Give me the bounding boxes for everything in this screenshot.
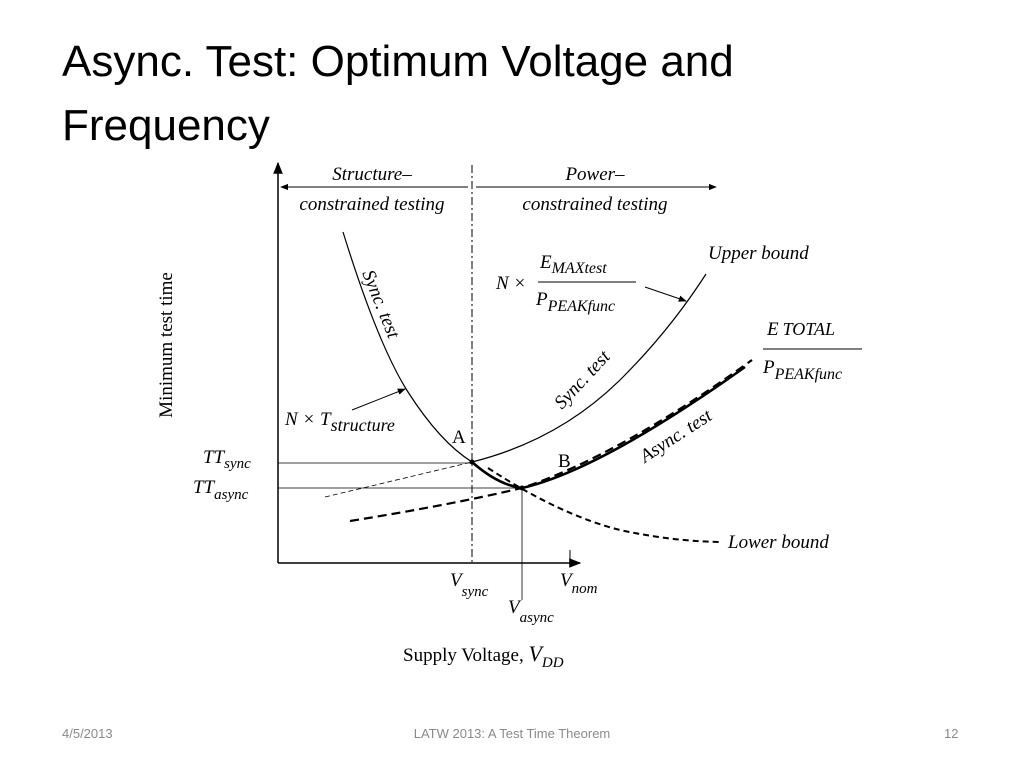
- region-label: constrained testing: [299, 194, 444, 215]
- sync-extension: [324, 461, 473, 498]
- tt-label: TTasync: [193, 477, 249, 503]
- text-part: PEAKfunc: [774, 366, 843, 383]
- formula: E TOTAL: [766, 319, 835, 340]
- formula: PPEAKfunc: [535, 289, 615, 315]
- v-label: Vnom: [560, 570, 598, 597]
- text-part: V: [450, 570, 464, 591]
- formula: PPEAKfunc: [762, 357, 842, 383]
- slide-title: Async. Test: Optimum Voltage and Frequen…: [62, 37, 734, 150]
- point-label: A: [452, 427, 466, 448]
- text-part: sync: [224, 456, 251, 472]
- text-part: P: [535, 289, 548, 310]
- text-part: P: [762, 357, 775, 378]
- sync-curve: [342, 231, 473, 463]
- text-part: V: [560, 570, 574, 591]
- text-part: DD: [541, 655, 564, 671]
- text-part: Supply Voltage,: [403, 645, 528, 666]
- v-label: Vasync: [508, 597, 554, 626]
- pointer-arrow: [644, 286, 687, 302]
- region-label: constrained testing: [522, 194, 667, 215]
- text-part: MAXtest: [551, 260, 608, 277]
- pointer-arrow: [351, 388, 406, 411]
- footer-page: 12: [944, 726, 959, 741]
- lower-bound-curve: [487, 467, 721, 543]
- tt-label: TTsync: [203, 447, 251, 472]
- text-part: PEAKfunc: [547, 298, 616, 315]
- v-label: Vsync: [450, 570, 489, 600]
- curve-label: Sync. test: [550, 346, 615, 413]
- formula: N × Tstructure: [284, 409, 395, 435]
- text-part: N × T: [284, 409, 332, 430]
- point-label: B: [558, 451, 571, 472]
- text-part: TOTAL: [783, 319, 835, 339]
- point-b: [519, 485, 525, 491]
- formula: N ×: [495, 273, 526, 294]
- text-part: TT: [193, 477, 216, 498]
- region-label: Structure–: [332, 164, 412, 185]
- y-axis-label: Minimum test time: [156, 272, 177, 418]
- text-part: nom: [572, 581, 598, 597]
- text-part: E: [539, 252, 552, 273]
- upper-bound-curve: [471, 273, 707, 463]
- text-part: TT: [203, 447, 226, 468]
- text-part: V: [508, 597, 522, 618]
- async-curve: [471, 365, 746, 490]
- region-label: Power–: [564, 164, 625, 185]
- text-part: async: [214, 487, 248, 503]
- footer-date: 4/5/2013: [62, 726, 113, 741]
- footer-center: LATW 2013: A Test Time Theorem: [413, 726, 611, 741]
- curve-label: Upper bound: [708, 243, 809, 264]
- point-a: [469, 459, 475, 465]
- text-part: structure: [331, 415, 395, 435]
- x-axis-label: Supply Voltage, VDD: [403, 641, 564, 671]
- formula: EMAXtest: [539, 252, 607, 277]
- text-part: async: [520, 610, 554, 626]
- total-curve: [349, 359, 753, 523]
- text-part: V: [528, 641, 544, 666]
- curve-label: Lower bound: [727, 532, 829, 553]
- curve-label: Sync. test: [357, 267, 404, 342]
- text-part: sync: [462, 584, 489, 600]
- text-part: E: [766, 319, 779, 340]
